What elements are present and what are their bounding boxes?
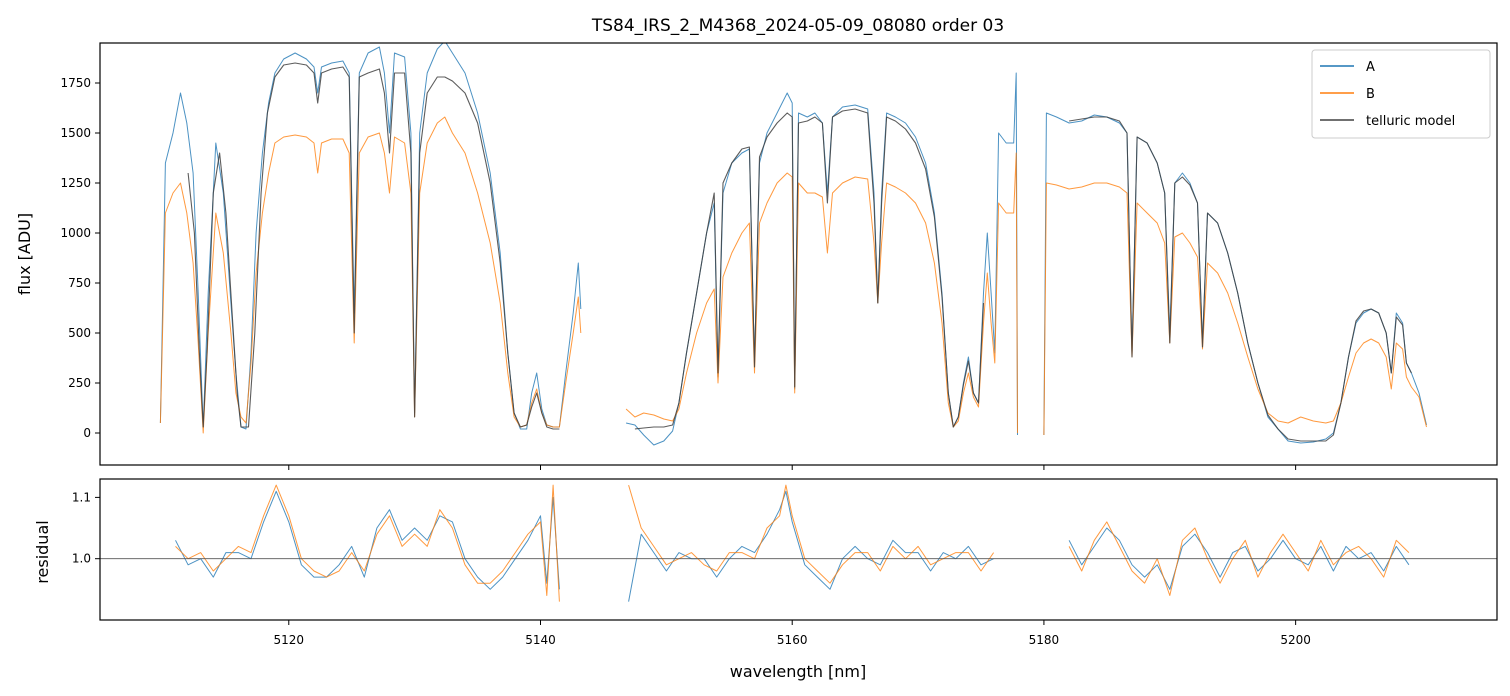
residual-xtick-label: 5120 xyxy=(274,633,305,647)
residual-series-a-segment-0 xyxy=(175,490,560,590)
flux-series-a-segment-0 xyxy=(159,43,582,430)
legend-frame xyxy=(1311,49,1491,139)
residual-xtick-label: 5200 xyxy=(1280,633,1311,647)
flux-ytick-label: 1000 xyxy=(60,226,91,240)
residual-ytick-label: 1.0 xyxy=(72,552,91,566)
chart-title: TS84_IRS_2_M4368_2024-05-09_08080 order … xyxy=(591,16,1004,36)
flux-axes-frame xyxy=(99,42,1498,466)
flux-ytick-label: 250 xyxy=(68,376,91,390)
residual-xtick-label: 5140 xyxy=(525,633,556,647)
legend-label-telluric: telluric model xyxy=(1366,114,1455,129)
flux-series-telluric-model-segment-0 xyxy=(187,62,560,430)
residual-ytick-label: 1.1 xyxy=(72,490,91,504)
residual-axes-frame xyxy=(99,478,1498,621)
residual-x-ticks: 5120 5140 5160 5180 5200 xyxy=(274,620,1311,647)
legend-label-a: A xyxy=(1366,60,1375,75)
flux-ytick-label: 1250 xyxy=(60,176,91,190)
flux-series-a-segment-2 xyxy=(1043,112,1427,444)
flux-series-b-segment-2 xyxy=(1043,182,1427,436)
residual-xtick-label: 5180 xyxy=(1029,633,1060,647)
residual-y-ticks: 1.0 1.1 xyxy=(72,490,100,566)
flux-plot-area xyxy=(159,43,1427,446)
residual-series-group xyxy=(175,484,1410,602)
flux-ytick-label: 1500 xyxy=(60,126,91,140)
residual-xtick-label: 5160 xyxy=(777,633,808,647)
legend-label-b: B xyxy=(1366,87,1375,102)
residual-series-b-segment-1 xyxy=(628,484,995,584)
flux-ytick-label: 0 xyxy=(83,426,91,440)
residual-series-a-segment-1 xyxy=(628,490,994,602)
x-axis-label: wavelength [nm] xyxy=(730,662,867,681)
residual-panel: 1.0 1.1 5120 5140 5160 5180 5200 residual wav… xyxy=(33,478,1498,681)
flux-series-group xyxy=(159,43,1427,446)
flux-ytick-label: 500 xyxy=(68,326,91,340)
flux-ytick-label: 750 xyxy=(68,276,91,290)
flux-ytick-label: 1750 xyxy=(60,76,91,90)
flux-panel: 0 250 500 750 1000 1250 1500 1750 flux [ADU] A … xyxy=(15,42,1498,470)
legend: A B telluric model xyxy=(1311,49,1491,139)
flux-series-telluric-model-segment-1 xyxy=(634,108,985,430)
residual-y-axis-label: residual xyxy=(33,520,52,583)
flux-series-a-segment-1 xyxy=(625,72,1018,446)
flux-y-ticks: 0 250 500 750 1000 1250 1500 1750 xyxy=(60,76,100,440)
flux-series-b-segment-1 xyxy=(625,152,1018,434)
flux-series-telluric-model-segment-2 xyxy=(1069,116,1412,442)
residual-series-b-segment-0 xyxy=(175,484,560,602)
flux-x-ticks xyxy=(288,465,1297,470)
flux-y-axis-label: flux [ADU] xyxy=(15,213,34,295)
flux-series-b-segment-0 xyxy=(159,116,582,434)
residual-plot-area xyxy=(100,484,1497,602)
